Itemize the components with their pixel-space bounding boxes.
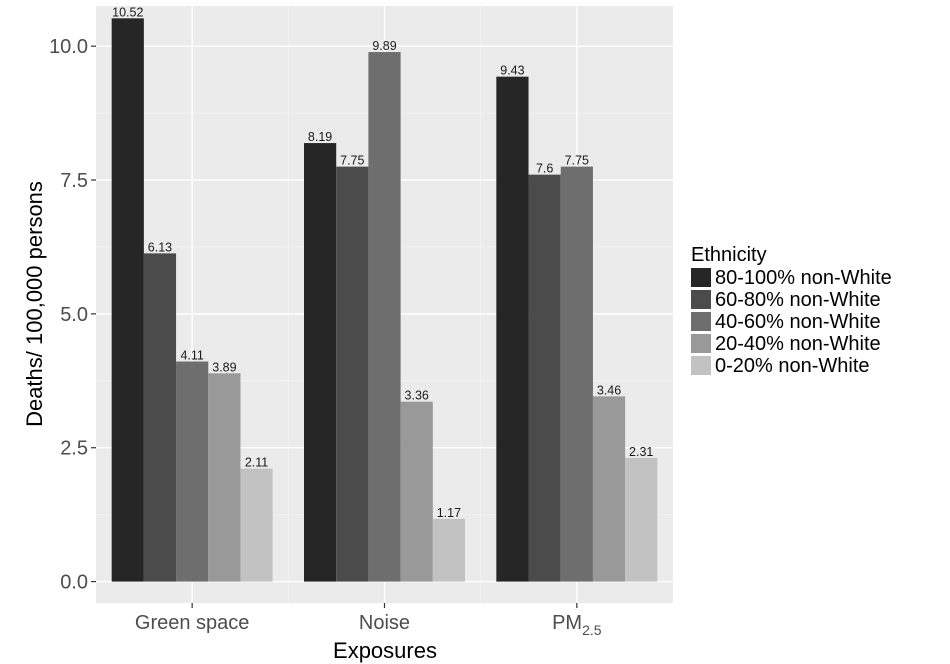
bar: [400, 401, 433, 582]
x-tick-label: PM2.5: [552, 612, 602, 638]
bar: [208, 373, 241, 582]
bar: [176, 361, 209, 582]
legend-key: [691, 290, 711, 309]
bar: [368, 52, 401, 582]
bar: [432, 518, 465, 582]
data-label: 7.75: [340, 154, 364, 168]
bar: [592, 396, 626, 582]
data-label: 9.43: [500, 64, 524, 78]
y-tick-label: 5.0: [60, 304, 88, 326]
bar: [496, 76, 529, 582]
legend-key: [691, 334, 711, 353]
x-axis: Green space Noise PM2.5: [135, 603, 602, 638]
data-label: 3.36: [405, 389, 429, 403]
y-axis: 0.0 2.5 5.0 7.5 10.0: [49, 36, 96, 594]
bar: [336, 166, 369, 582]
data-label: 8.19: [308, 130, 332, 144]
y-tick-label: 0.0: [60, 572, 88, 594]
data-labels: 10.52 8.19 9.43 6.13 7.75 7.6 4.11 9.89 7.75 3.89…: [112, 5, 653, 520]
data-label: 6.13: [148, 240, 172, 254]
y-axis-title: Deaths/ 100,000 persons: [22, 181, 47, 427]
data-label: 3.89: [212, 360, 236, 374]
legend-key: [691, 312, 711, 331]
y-tick-label: 10.0: [49, 36, 88, 58]
y-tick-label: 7.5: [60, 170, 88, 192]
data-label: 2.11: [245, 456, 268, 470]
data-label: 9.89: [372, 39, 396, 53]
y-tick-label: 2.5: [60, 438, 88, 460]
legend-label: 60-80% non-White: [715, 289, 881, 311]
legend-label: 20-40% non-White: [715, 333, 881, 355]
bar: [625, 457, 658, 582]
data-label: 7.75: [565, 154, 589, 168]
legend-label: 0-20% non-White: [715, 355, 870, 377]
data-label: 4.11: [180, 349, 203, 363]
data-label: 1.17: [437, 506, 461, 520]
legend-key: [691, 356, 711, 375]
x-tick-label: Green space: [135, 612, 250, 634]
bar: [304, 143, 337, 582]
bar: [528, 174, 561, 582]
legend-title: Ethnicity: [691, 244, 767, 266]
data-label: 10.52: [112, 5, 143, 19]
data-label: 7.6: [536, 162, 553, 176]
data-label: 2.31: [629, 445, 653, 459]
bar: [111, 18, 144, 582]
bars: [111, 18, 658, 582]
legend-key: [691, 268, 711, 287]
x-tick-label: Noise: [359, 612, 410, 634]
x-axis-title: Exposures: [333, 638, 437, 663]
data-label: 3.46: [597, 383, 621, 397]
bar: [143, 253, 177, 582]
bar: [560, 166, 593, 582]
legend-label: 80-100% non-White: [715, 267, 892, 289]
legend-label: 40-60% non-White: [715, 311, 881, 333]
bar: [240, 468, 273, 582]
